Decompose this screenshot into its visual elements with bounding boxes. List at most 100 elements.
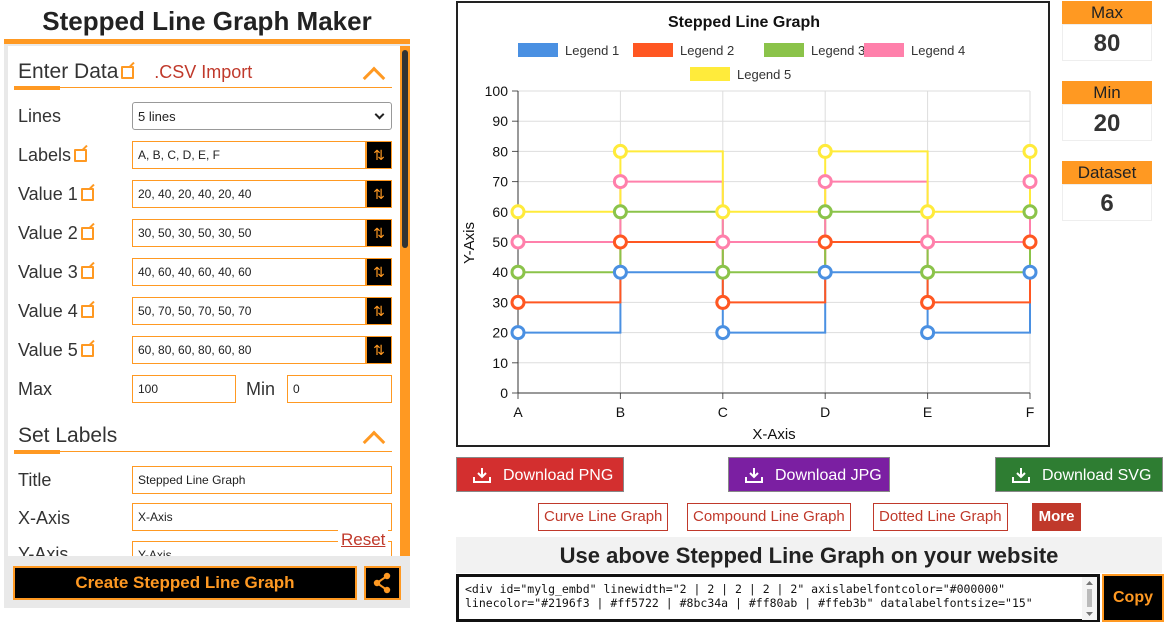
download-icon <box>1012 468 1030 483</box>
value-5-input[interactable]: 60, 80, 60, 80, 60, 80 <box>132 336 366 364</box>
stat-max-value: 80 <box>1062 24 1152 61</box>
section-accent-underline <box>14 86 60 90</box>
y-tick-label: 90 <box>492 113 508 129</box>
title-input[interactable]: Stepped Line Graph <box>132 466 392 494</box>
min-input[interactable]: 0 <box>287 375 392 403</box>
external-link-icon[interactable] <box>80 188 94 201</box>
max-label: Max <box>18 379 53 399</box>
swap-button[interactable]: ⇅ <box>366 141 392 169</box>
embed-code-line: <div id="mylg_embd" linewidth="2 | 2 | 2… <box>465 582 1006 596</box>
share-button[interactable] <box>364 566 401 600</box>
dotted-line-graph-link[interactable]: Dotted Line Graph <box>873 503 1008 531</box>
value-label-text: Value 3 <box>18 262 78 282</box>
yaxis-label: Y-Axis <box>18 544 69 556</box>
y-tick-label: 40 <box>492 264 508 280</box>
data-point <box>510 204 526 220</box>
app-title: Stepped Line Graph Maker <box>4 0 410 44</box>
scrollbar[interactable] <box>400 46 410 556</box>
external-link-icon[interactable] <box>121 66 135 79</box>
value-label-text: Value 5 <box>18 340 78 360</box>
external-link-icon[interactable] <box>80 266 94 279</box>
csv-import-link[interactable]: .CSV Import <box>154 62 253 82</box>
download-svg-button[interactable]: Download SVG <box>995 457 1163 492</box>
y-tick-label: 10 <box>492 355 508 371</box>
lines-label: Lines <box>18 106 62 126</box>
chevron-up-icon[interactable] <box>362 66 386 90</box>
legend-label: Legend 4 <box>911 43 965 58</box>
more-button[interactable]: More <box>1032 503 1081 531</box>
labels-label-text: Labels <box>18 145 72 165</box>
value-1-input[interactable]: 20, 40, 20, 40, 20, 40 <box>132 180 366 208</box>
data-point <box>920 234 936 250</box>
enter-data-header[interactable]: Enter Data .CSV Import <box>14 60 392 90</box>
swap-button[interactable]: ⇅ <box>366 258 392 286</box>
lines-select-value: 5 lines <box>138 109 176 124</box>
external-link-icon[interactable] <box>74 149 88 162</box>
data-point <box>817 234 833 250</box>
data-point <box>1022 143 1038 159</box>
form-scroll-area[interactable]: Enter Data .CSV Import Lines 5 lines Lab… <box>8 46 402 556</box>
lines-select[interactable]: 5 lines <box>132 102 392 130</box>
download-jpg-button[interactable]: Download JPG <box>728 457 890 492</box>
value-4-label: Value 4 <box>18 301 94 322</box>
swap-button[interactable]: ⇅ <box>366 219 392 247</box>
data-point <box>715 325 731 341</box>
download-png-button[interactable]: Download PNG <box>456 457 624 492</box>
create-graph-button[interactable]: Create Stepped Line Graph <box>13 566 357 600</box>
embed-code-textarea[interactable]: <div id="mylg_embd" linewidth="2 | 2 | 2… <box>456 574 1100 622</box>
y-tick-label: 60 <box>492 204 508 220</box>
max-input[interactable]: 100 <box>132 375 236 403</box>
value-3-input[interactable]: 40, 60, 40, 60, 40, 60 <box>132 258 366 286</box>
data-point <box>1022 204 1038 220</box>
title-label: Title <box>18 470 52 490</box>
value-4-input[interactable]: 50, 70, 50, 70, 50, 70 <box>132 297 366 325</box>
data-point <box>817 264 833 280</box>
value-label-text: Value 4 <box>18 301 78 321</box>
scrollbar-thumb[interactable] <box>402 50 408 248</box>
external-link-icon[interactable] <box>80 227 94 240</box>
stat-min: Min 20 <box>1062 81 1152 141</box>
y-tick-label: 80 <box>492 143 508 159</box>
data-point <box>510 325 526 341</box>
data-point <box>510 234 526 250</box>
value-5-label: Value 5 <box>18 340 94 361</box>
swap-icon: ⇅ <box>373 342 385 358</box>
stat-dataset: Dataset 6 <box>1062 161 1152 221</box>
data-point <box>612 143 628 159</box>
data-point <box>510 294 526 310</box>
yaxis-input[interactable]: Y-Axis <box>132 541 392 556</box>
set-labels-header[interactable]: Set Labels <box>14 424 392 454</box>
embed-code-line: linecolor="#2196f3 | #ff5722 | #8bc34a |… <box>465 596 1033 610</box>
x-tick-label: B <box>616 404 625 420</box>
swap-button[interactable]: ⇅ <box>366 180 392 208</box>
legend-swatch <box>633 43 673 57</box>
swap-button[interactable]: ⇅ <box>366 297 392 325</box>
chevron-up-icon[interactable] <box>362 430 386 454</box>
data-point <box>612 204 628 220</box>
swap-button[interactable]: ⇅ <box>366 336 392 364</box>
reset-link[interactable]: Reset <box>338 530 389 550</box>
external-link-icon[interactable] <box>80 305 94 318</box>
chart-container: Stepped Line Graph Legend 1 Legend 2 Legend… <box>456 1 1050 447</box>
value-1-label: Value 1 <box>18 184 94 205</box>
swap-icon: ⇅ <box>373 303 385 319</box>
share-icon <box>373 572 391 594</box>
labels-row-label: Labels <box>18 145 88 166</box>
copy-button[interactable]: Copy <box>1102 574 1164 622</box>
xaxis-input[interactable]: X-Axis <box>132 503 392 531</box>
compound-line-graph-link[interactable]: Compound Line Graph <box>687 503 851 531</box>
value-2-input[interactable]: 30, 50, 30, 50, 30, 50 <box>132 219 366 247</box>
labels-input[interactable]: A, B, C, D, E, F <box>132 141 366 169</box>
data-point <box>510 264 526 280</box>
curve-line-graph-link[interactable]: Curve Line Graph <box>538 503 669 531</box>
x-tick-label: A <box>513 404 523 420</box>
embed-code-scrollbar[interactable] <box>1082 577 1097 620</box>
external-link-icon[interactable] <box>80 344 94 357</box>
stat-max-label: Max <box>1062 1 1152 24</box>
chevron-down-icon <box>374 109 385 120</box>
legend-swatch <box>764 43 804 57</box>
data-point <box>1022 234 1038 250</box>
data-point <box>1022 264 1038 280</box>
stat-min-value: 20 <box>1062 104 1152 141</box>
